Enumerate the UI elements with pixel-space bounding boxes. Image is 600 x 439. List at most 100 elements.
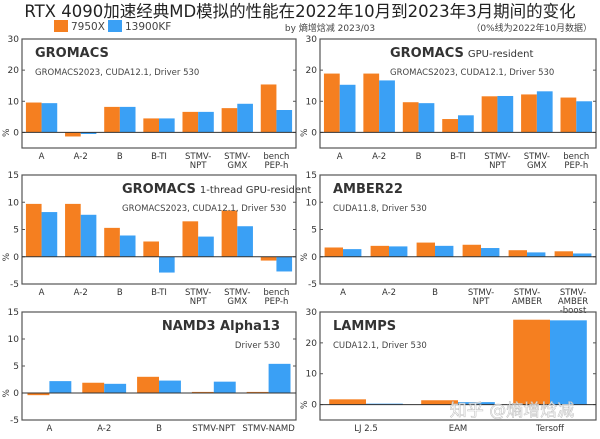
x-tick-label-line: PEP-h [264, 161, 288, 171]
legend-swatch-7950x [54, 20, 68, 32]
x-tick-label: STMV-AMBER -boost [558, 288, 588, 316]
y-tick-label: 15 [8, 308, 19, 318]
x-tick-label-line: bench [263, 152, 289, 162]
bar-7950x-b [104, 227, 120, 257]
y-axis-label: % [300, 252, 310, 261]
x-tick-label: B [117, 152, 123, 162]
x-tick-label-line: STMV- [484, 152, 510, 162]
y-tick-label: 15 [8, 171, 19, 181]
x-tick-label-line: GMX [227, 297, 247, 307]
y-tick-label: -5 [10, 416, 19, 426]
x-tick-label-line: A-2 [97, 424, 111, 434]
x-tick-label: EAM [449, 424, 468, 434]
bar-13900kf-eam [458, 402, 495, 405]
x-tick-label: bench PEP-h [563, 152, 589, 171]
x-tick-label-line: STMV- [560, 288, 586, 298]
x-tick-label-line: STMV- [514, 288, 540, 298]
y-tick-label: 20 [306, 339, 318, 349]
bar-13900kf-a [41, 212, 58, 257]
x-tick-label-line: A-2 [372, 152, 386, 162]
x-tick-label: A [39, 152, 45, 162]
x-tick-label-line: -boost [560, 306, 587, 316]
y-tick-label: 0 [311, 128, 317, 138]
y-tick-label: 0 [13, 128, 19, 138]
panel-title-main: GROMACS [390, 46, 464, 61]
bar-7950x-a [25, 203, 42, 257]
bar-13900kf-a [49, 381, 72, 393]
y-tick-label: 10 [8, 335, 20, 345]
x-tick-label-line: STMV- [185, 288, 211, 298]
x-tick-label: A-2 [372, 152, 386, 162]
bar-7950x-eam [421, 400, 458, 405]
panel-6: 0 10 20 30% LJ 2.5 EAM Tersoff LAMMPS CUDA12.1, … [300, 308, 597, 434]
panel-title-main: GROMACS [35, 46, 109, 61]
x-tick-label-line: STMV- [224, 152, 250, 162]
y-tick-label: 30 [8, 35, 20, 45]
y-axis-label: % [300, 128, 310, 137]
y-tick-label: 10 [306, 198, 318, 208]
y-tick-label: 0 [311, 253, 317, 263]
x-tick-label: B [156, 424, 162, 434]
x-tick-label: B-TI [151, 152, 167, 162]
x-tick-label: STMV-GMX [224, 152, 250, 171]
legend-label-7950x: 7950X [71, 21, 105, 33]
x-tick-label-line: A-2 [382, 288, 396, 298]
panel-subtitle: GROMACS2023, CUDA12.1, Driver 530 [390, 68, 554, 78]
panel-title-main: NAMD3 Alpha13 [162, 319, 280, 334]
bar-7950x-a-2 [65, 203, 81, 257]
bar-7950x-a [27, 393, 50, 396]
x-tick-label-line: B-TI [450, 152, 466, 162]
x-tick-label: STMV-NPT [185, 152, 211, 171]
x-tick-label-line: NPT [190, 297, 207, 307]
bar-7950x-benchpep-h [560, 97, 577, 133]
panel-5: -5 0 5 10 15% A A-2 B STMV-NPT STMV-NAMD NAMD3 Alp… [2, 308, 297, 434]
y-axis-label: % [2, 389, 12, 398]
bar-7950x-a [323, 73, 340, 133]
panel-subtitle: GROMACS2023, CUDA12.1, Driver 530 [122, 204, 286, 214]
x-tick-label: STMV-NAMD [242, 424, 295, 434]
x-tick-label: A-2 [382, 288, 396, 298]
plot-frame [319, 38, 597, 149]
bar-13900kf-b [159, 380, 181, 393]
x-tick-label-line: AMBER [512, 297, 542, 307]
bar-7950x-a [324, 247, 343, 257]
bar-7950x-b-ti [442, 119, 458, 133]
bar-7950x-b [104, 106, 120, 133]
x-tick-label: B-TI [151, 288, 167, 298]
x-tick-label-line: STMV- [185, 152, 211, 162]
bar-13900kf-b-ti [458, 115, 474, 133]
figure-title: RTX 4090加速经典MD模拟的性能在2022年10月到2023年3月期间的变… [24, 2, 575, 21]
bar-7950x-stmv-gmx [221, 108, 238, 133]
bar-7950x-benchpep-h [260, 84, 277, 133]
x-tick-label: B [432, 288, 438, 298]
bar-13900kf-b [119, 235, 136, 257]
bar-7950x-a-2 [65, 132, 81, 137]
bar-13900kf-stmv-npt [198, 111, 214, 133]
y-tick-label: -5 [10, 280, 19, 290]
bar-13900kf-a [339, 84, 356, 133]
bar-13900kf-tersoff [550, 320, 587, 405]
panel-subtitle: CUDA12.1, Driver 530 [333, 341, 427, 351]
bar-7950x-tersoff [513, 319, 550, 405]
x-tick-label-line: A-2 [74, 152, 88, 162]
bar-7950x-b [137, 376, 159, 393]
x-tick-label: A-2 [97, 424, 111, 434]
bar-13900kf-a-2 [80, 132, 97, 134]
x-tick-label-line: bench [563, 152, 589, 162]
bar-7950x-a-2 [363, 73, 380, 133]
panel-title: GROMACS 1-thread GPU-resident [122, 182, 311, 197]
bar-7950x-stmv-npt [182, 221, 199, 257]
bar-13900kf-benchpep-h [276, 110, 293, 133]
bar-13900kf-stmv-amber-boost [573, 253, 592, 257]
y-axis-label: % [300, 400, 310, 409]
bar-7950x-lj 2.5 [329, 399, 366, 405]
y-tick-label: 0 [311, 401, 317, 411]
y-axis-label: % [2, 252, 12, 261]
x-tick-label: A [340, 288, 346, 298]
x-tick-label-line: AMBER [558, 297, 588, 307]
bar-13900kf-stmv-gmx [237, 103, 253, 133]
x-tick-label-line: GMX [527, 161, 547, 171]
y-tick-label: 30 [306, 308, 318, 318]
